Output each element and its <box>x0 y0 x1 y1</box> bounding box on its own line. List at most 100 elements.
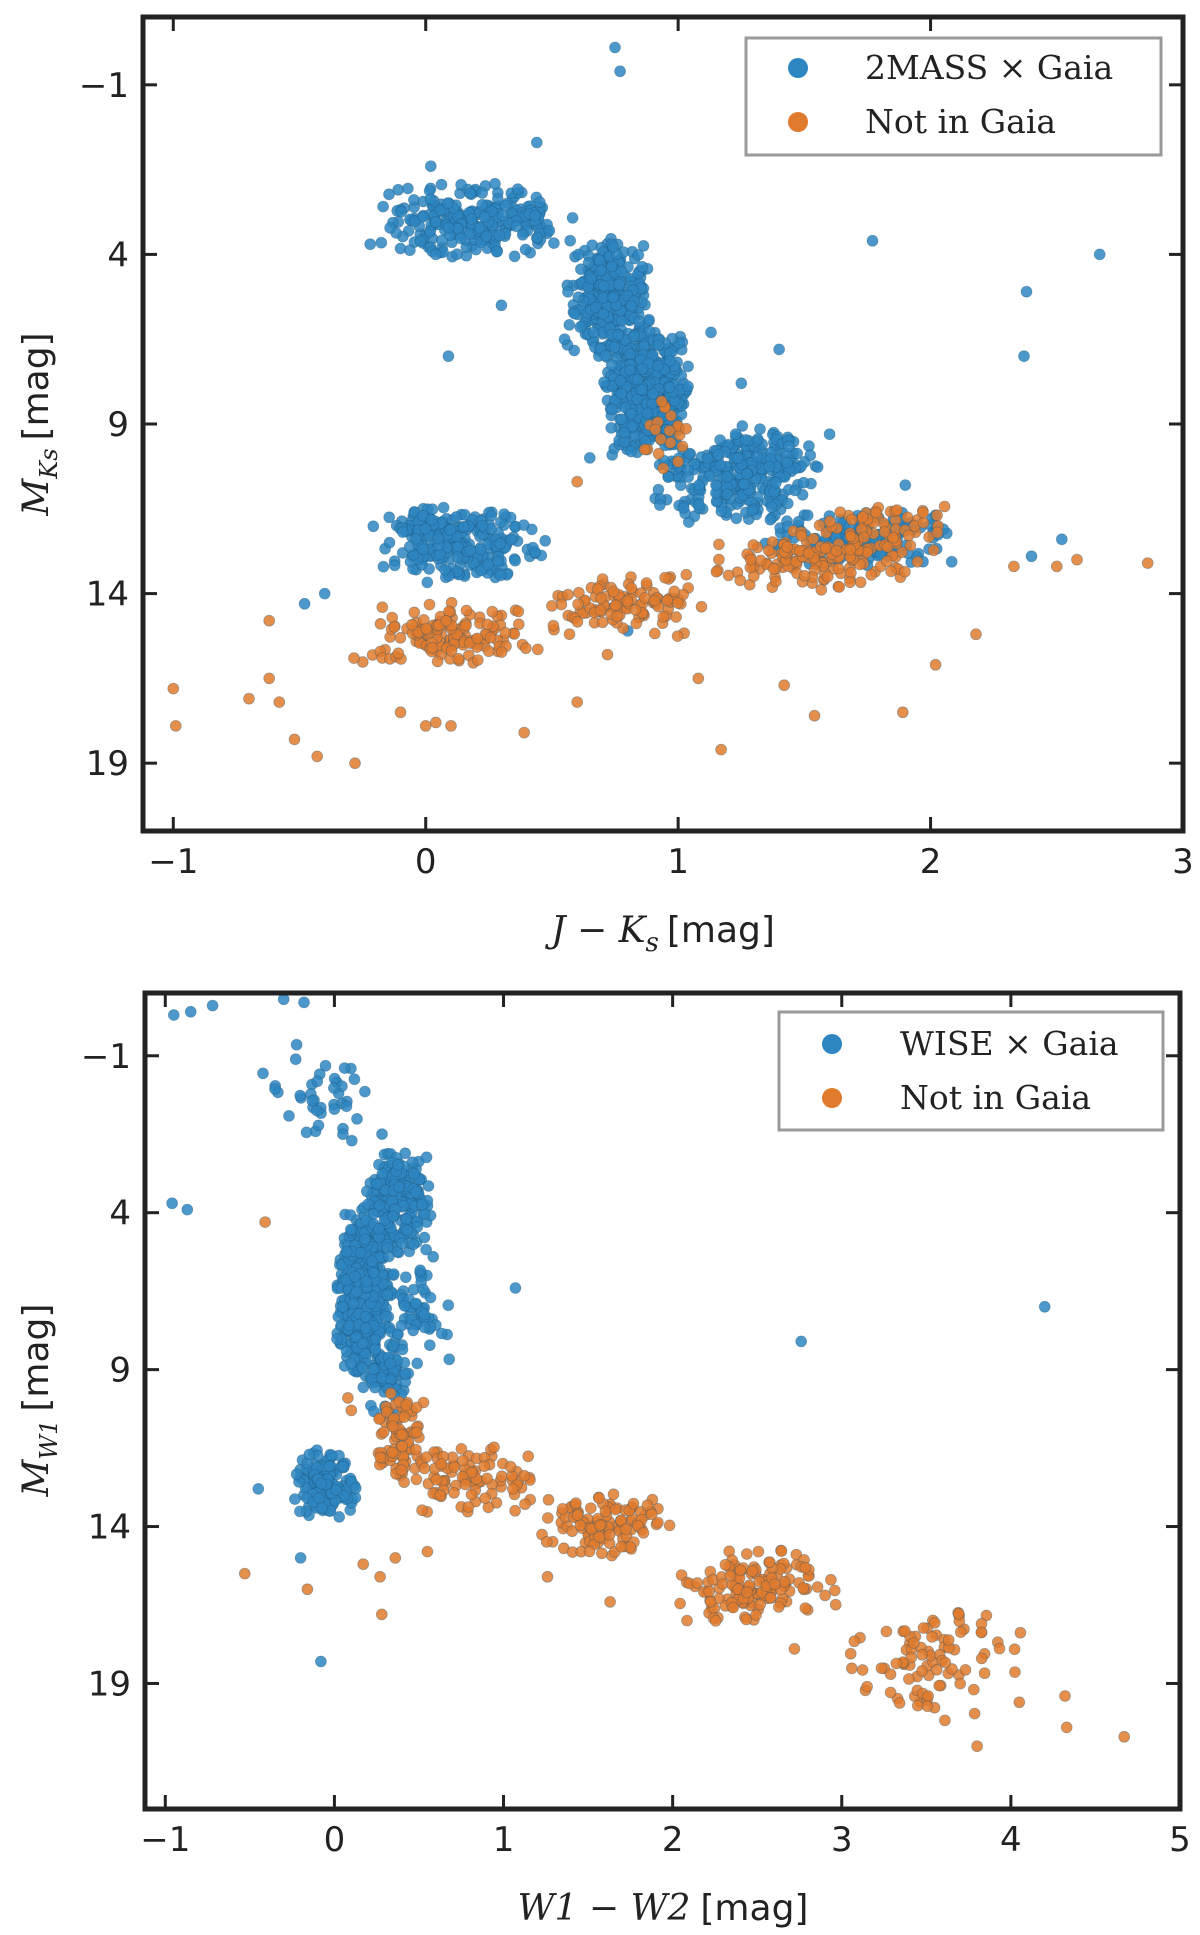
point-gaia-2mass <box>598 376 610 389</box>
point-gaia-wise <box>350 1286 363 1298</box>
point-not-in-gaia-2mass <box>423 598 436 611</box>
point-not-in-gaia-2mass <box>484 631 497 644</box>
point-not-in-gaia-wise <box>890 1657 903 1670</box>
point-gaia-2mass <box>564 234 577 247</box>
legend-wise: WISE × Gaia Not in Gaia <box>777 1010 1165 1132</box>
point-gaia-2mass <box>866 234 879 247</box>
point-gaia-2mass <box>582 256 595 269</box>
point-not-in-gaia-2mass <box>572 598 584 611</box>
ticks-wise: −1 0 1 2 3 4 5 −1 4 9 14 19 <box>81 993 1191 1860</box>
point-gaia-2mass <box>511 183 524 196</box>
point-gaia-wise <box>399 1271 412 1284</box>
point-gaia-2mass <box>782 440 795 453</box>
point-gaia-wise <box>401 1224 414 1237</box>
legend-marker-wise-not-gaia <box>822 1088 842 1108</box>
point-not-in-gaia-2mass <box>512 605 525 618</box>
point-gaia-wise <box>349 1270 361 1283</box>
legend-marker-2mass-not-gaia <box>788 112 808 132</box>
point-not-in-gaia-2mass <box>676 440 689 453</box>
point-gaia-wise <box>420 1151 433 1164</box>
point-not-in-gaia-wise <box>400 1399 413 1411</box>
y-axis-label-2mass: MKs[mag] <box>16 332 63 516</box>
point-gaia-2mass <box>653 499 666 512</box>
point-gaia-2mass <box>1025 550 1038 563</box>
point-not-in-gaia-wise <box>1118 1730 1131 1743</box>
point-gaia-wise <box>337 1460 350 1473</box>
point-gaia-2mass <box>318 587 331 600</box>
point-gaia-wise <box>252 1483 265 1495</box>
point-gaia-2mass <box>395 205 408 218</box>
point-not-in-gaia-2mass <box>654 433 667 446</box>
point-not-in-gaia-2mass <box>167 682 180 695</box>
point-not-in-gaia-wise <box>495 1470 508 1483</box>
point-not-in-gaia-wise <box>734 1564 747 1577</box>
plot-frame-wise <box>142 990 1183 1812</box>
point-not-in-gaia-wise <box>778 1575 791 1588</box>
point-gaia-2mass <box>529 209 541 222</box>
point-not-in-gaia-2mass <box>648 594 661 607</box>
point-not-in-gaia-2mass <box>899 565 911 578</box>
point-not-in-gaia-wise <box>754 1598 766 1611</box>
point-gaia-wise <box>312 1119 325 1132</box>
panel-wise: −1 0 1 2 3 4 5 −1 4 9 14 19 WISE × Gaia Not in Gaia… <box>16 990 1191 1929</box>
point-not-in-gaia-2mass <box>630 617 643 630</box>
point-gaia-2mass <box>437 501 450 514</box>
point-not-in-gaia-2mass <box>394 631 407 644</box>
point-not-in-gaia-wise <box>396 1440 409 1453</box>
point-gaia-2mass <box>383 511 396 524</box>
point-not-in-gaia-wise <box>373 1413 386 1425</box>
point-gaia-2mass <box>637 239 650 252</box>
point-gaia-wise <box>325 1449 338 1462</box>
legend-box-2mass <box>744 36 1163 157</box>
point-not-in-gaia-wise <box>395 1428 408 1441</box>
point-gaia-2mass <box>797 476 810 489</box>
point-not-in-gaia-wise <box>790 1548 803 1561</box>
point-not-in-gaia-wise <box>556 1503 569 1515</box>
point-not-in-gaia-wise <box>856 1664 869 1676</box>
point-not-in-gaia-wise <box>434 1489 447 1502</box>
point-not-in-gaia-wise <box>488 1441 500 1454</box>
point-gaia-2mass <box>615 314 628 327</box>
point-gaia-wise <box>290 1038 303 1051</box>
point-gaia-2mass <box>424 160 437 173</box>
point-not-in-gaia-2mass <box>611 610 624 623</box>
point-not-in-gaia-2mass <box>1050 560 1063 573</box>
point-not-in-gaia-wise <box>928 1616 941 1629</box>
point-not-in-gaia-2mass <box>832 562 845 575</box>
point-not-in-gaia-wise <box>259 1216 272 1228</box>
point-not-in-gaia-2mass <box>595 592 607 605</box>
point-not-in-gaia-2mass <box>394 706 407 719</box>
point-gaia-2mass <box>701 452 714 465</box>
point-gaia-2mass <box>664 354 676 367</box>
point-gaia-2mass <box>496 209 509 222</box>
point-gaia-2mass <box>624 364 637 377</box>
point-gaia-wise <box>396 1343 409 1356</box>
point-gaia-2mass <box>474 543 487 556</box>
point-not-in-gaia-2mass <box>819 542 832 555</box>
point-not-in-gaia-2mass <box>668 585 681 598</box>
point-gaia-2mass <box>589 301 602 314</box>
point-gaia-2mass <box>781 497 794 510</box>
point-not-in-gaia-wise <box>389 1552 402 1564</box>
point-not-in-gaia-wise <box>930 1663 943 1676</box>
point-not-in-gaia-wise <box>663 1519 676 1532</box>
x-tick-label-2mass: 2 <box>920 842 942 882</box>
point-not-in-gaia-wise <box>916 1665 928 1677</box>
point-gaia-2mass <box>494 537 506 550</box>
point-not-in-gaia-wise <box>570 1497 582 1510</box>
point-not-in-gaia-2mass <box>858 531 870 544</box>
point-not-in-gaia-2mass <box>452 652 465 665</box>
point-gaia-2mass <box>614 374 627 387</box>
legend-box-wise <box>777 1010 1165 1132</box>
point-not-in-gaia-2mass <box>821 570 834 583</box>
point-not-in-gaia-2mass <box>607 585 620 598</box>
y-axis-label-wise: MW1[mag] <box>16 1304 63 1498</box>
point-not-in-gaia-wise <box>1059 1690 1071 1702</box>
point-gaia-2mass <box>384 221 397 234</box>
point-gaia-2mass <box>516 228 529 241</box>
point-not-in-gaia-wise <box>456 1454 469 1467</box>
point-not-in-gaia-2mass <box>471 632 484 645</box>
point-not-in-gaia-wise <box>410 1401 423 1414</box>
point-not-in-gaia-2mass <box>795 529 808 542</box>
point-not-in-gaia-wise <box>481 1472 494 1485</box>
